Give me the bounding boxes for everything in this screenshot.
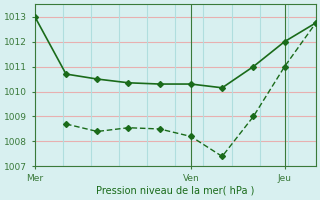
X-axis label: Pression niveau de la mer( hPa ): Pression niveau de la mer( hPa ) (96, 186, 254, 196)
